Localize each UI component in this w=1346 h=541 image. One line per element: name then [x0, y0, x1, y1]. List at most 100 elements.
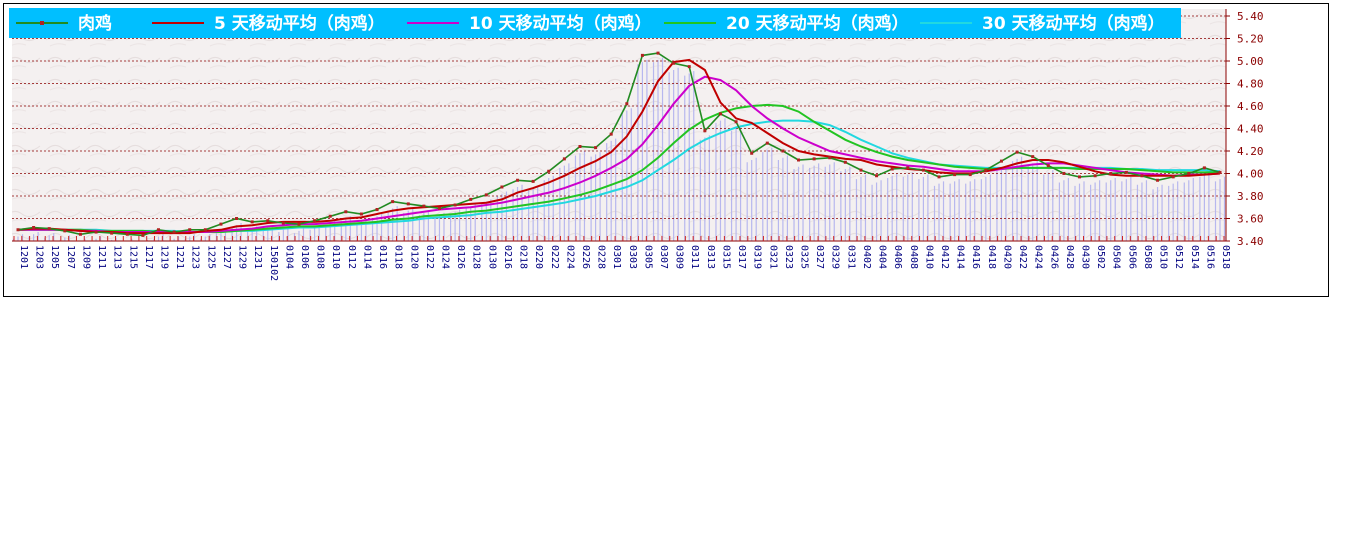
data-point: [797, 158, 801, 162]
data-point: [266, 219, 270, 223]
data-point: [313, 219, 317, 223]
data-point: [640, 53, 644, 57]
plot-background: [12, 9, 1226, 241]
y-tick-label: 4.00: [1237, 168, 1264, 181]
data-point: [656, 51, 660, 55]
x-tick-label: 0118: [393, 245, 404, 269]
data-point: [110, 231, 114, 235]
data-point: [609, 132, 613, 136]
data-point: [1078, 175, 1082, 179]
x-tick-label: 1211: [96, 245, 107, 269]
data-point: [172, 230, 176, 234]
data-point: [219, 222, 223, 226]
data-point: [469, 197, 473, 201]
x-tick-label: 1225: [205, 245, 216, 269]
legend-label: 5 天移动平均（肉鸡）: [214, 13, 385, 34]
x-tick-label: 0412: [939, 245, 950, 269]
data-point: [594, 146, 598, 150]
x-tick-label: 1217: [143, 245, 154, 269]
x-tick-label: 0303: [627, 245, 638, 269]
x-tick-label: 0414: [955, 245, 966, 269]
x-tick-label: 0514: [1189, 245, 1200, 269]
x-tick-label: 0508: [1142, 245, 1153, 269]
legend-label: 肉鸡: [78, 13, 112, 34]
x-tick-label: 0224: [564, 245, 575, 269]
x-tick-label: 0331: [845, 245, 856, 269]
x-tick-label: 0226: [580, 245, 591, 269]
x-tick-label: 0502: [1095, 245, 1106, 269]
x-tick-label: 0301: [611, 245, 622, 269]
data-point: [1031, 155, 1035, 159]
series-layer: [16, 51, 1222, 237]
x-tick-label: 0430: [1080, 245, 1091, 269]
x-tick-label: 1213: [112, 245, 123, 269]
data-point: [625, 102, 629, 106]
x-tick-label: 0510: [1158, 245, 1169, 269]
x-tick-label: 1221: [174, 245, 185, 269]
x-tick-label: 1229: [237, 245, 248, 269]
x-tick-label: 0416: [970, 245, 981, 269]
x-tick-label: 1219: [158, 245, 169, 269]
data-point: [1218, 170, 1222, 174]
data-point: [1062, 172, 1066, 175]
data-point: [188, 228, 192, 232]
legend-label: 10 天移动平均（肉鸡）: [469, 13, 652, 34]
data-point: [547, 169, 551, 173]
x-tick-label: 0313: [705, 245, 716, 269]
x-tick-label: 0404: [877, 245, 888, 269]
bars-layer: [12, 57, 1226, 241]
data-point: [672, 61, 676, 65]
x-tick-label: 0325: [799, 245, 810, 269]
data-point: [765, 141, 769, 145]
data-point: [750, 151, 754, 155]
x-tick-label: 0424: [1033, 245, 1044, 269]
data-point: [16, 228, 20, 232]
data-point: [484, 193, 488, 197]
data-point: [828, 156, 832, 160]
x-tick-label: 0402: [861, 245, 872, 269]
x-tick-label: 0410: [923, 245, 934, 269]
data-point: [718, 112, 722, 116]
data-point: [1171, 175, 1175, 179]
data-point: [843, 160, 847, 164]
data-point: [281, 221, 285, 225]
data-point: [984, 168, 988, 172]
x-tick-label: 0220: [533, 245, 544, 269]
x-tick-label: 0120: [408, 245, 419, 269]
x-tick-label: 1227: [221, 245, 232, 269]
legend-label: 20 天移动平均（肉鸡）: [726, 13, 909, 34]
legend-marker: [40, 21, 44, 25]
x-tick-label: 0126: [455, 245, 466, 269]
data-point: [1124, 170, 1128, 174]
data-point: [999, 159, 1003, 163]
y-tick-label: 5.40: [1237, 10, 1264, 23]
x-axis: 1201 1203 1205 1207 1209 1211 1213 1215 1217 1219…: [12, 236, 1231, 281]
data-point: [406, 202, 410, 206]
x-tick-label: 0130: [486, 245, 497, 269]
data-point: [703, 129, 707, 133]
data-point: [937, 175, 941, 179]
data-point: [1202, 166, 1206, 170]
y-axis: 3.40 3.60 3.80 4.00 4.20 4.40 4.60 4.80 5.00 5.20…: [1225, 9, 1264, 248]
x-tick-label: 0418: [986, 245, 997, 269]
x-tick-label: 1215: [127, 245, 138, 269]
x-tick-label: 1205: [49, 245, 60, 269]
x-tick-label: 0512: [1173, 245, 1184, 269]
series-line-1: [17, 58, 1221, 235]
data-point: [250, 220, 254, 224]
x-tick-label: 1223: [190, 245, 201, 269]
x-tick-label: 1203: [34, 245, 45, 269]
x-tick-label: 0516: [1204, 245, 1215, 269]
x-tick-label: 0422: [1017, 245, 1028, 269]
x-tick-label: 0504: [1111, 245, 1122, 269]
data-point: [562, 157, 566, 161]
legend-label: 30 天移动平均（肉鸡）: [982, 13, 1165, 34]
data-point: [516, 178, 520, 182]
x-tick-label: 1231: [252, 245, 263, 269]
data-point: [531, 179, 535, 183]
data-point: [734, 120, 738, 124]
data-point: [781, 149, 785, 153]
legend-background: [9, 8, 1181, 38]
y-tick-label: 3.40: [1237, 235, 1264, 248]
data-point: [921, 168, 925, 172]
